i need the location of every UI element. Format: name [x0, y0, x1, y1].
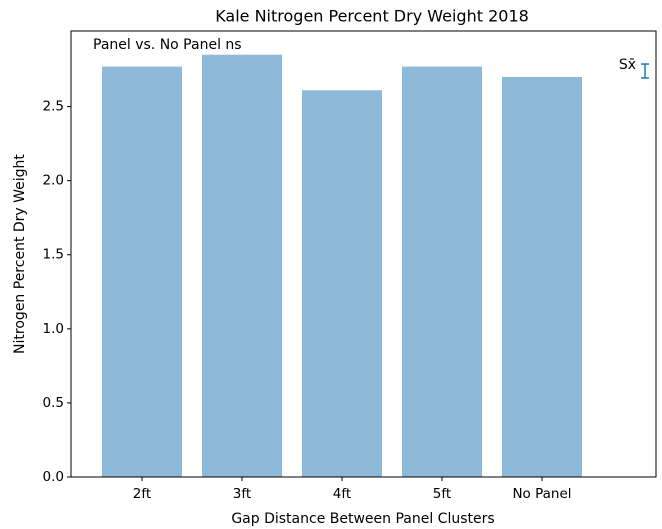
y-tick-label: 1.0	[43, 321, 64, 337]
x-tick-label: 3ft	[233, 486, 251, 502]
y-tick-label: 1.5	[43, 247, 64, 263]
x-tick-label: 5ft	[433, 486, 451, 502]
plot-frame	[70, 30, 657, 478]
error-label: Sx̄	[619, 57, 636, 73]
bar	[302, 90, 382, 477]
y-tick-label: 0.5	[43, 395, 64, 411]
bar	[402, 66, 482, 477]
chart-title: Kale Nitrogen Percent Dry Weight 2018	[215, 7, 529, 26]
x-tick-label: 2ft	[133, 486, 151, 502]
annotation: Panel vs. No Panel ns	[93, 37, 242, 53]
x-tick-label: 4ft	[333, 486, 351, 502]
y-tick-label: 2.5	[43, 99, 64, 115]
y-tick-label: 2.0	[43, 173, 64, 189]
bar	[102, 66, 182, 477]
x-axis-label: Gap Distance Between Panel Clusters	[231, 511, 494, 527]
x-tick-label: No Panel	[512, 486, 571, 502]
bar	[202, 54, 282, 477]
bar	[502, 76, 582, 477]
y-axis-label: Nitrogen Percent Dry Weight	[12, 154, 28, 354]
y-tick-label: 0.0	[43, 469, 64, 485]
